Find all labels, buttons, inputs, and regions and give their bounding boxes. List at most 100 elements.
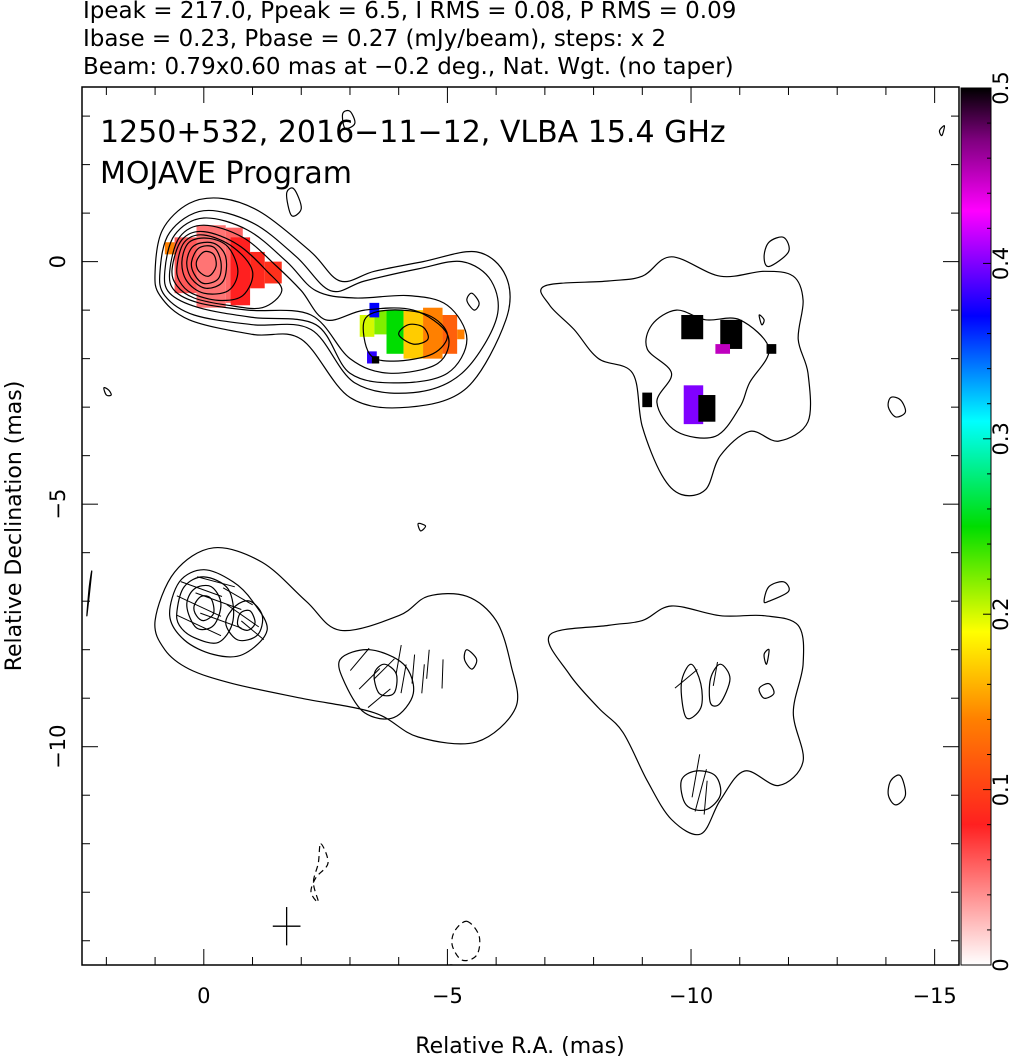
evpa-vector-23 [703,780,708,815]
x-tick-label-2: −10 [669,984,713,1008]
stokes-i-contour-11 [398,323,429,345]
source-annotation: 1250+532, 2016−11−12, VLBA 15.4 GHz [100,115,726,150]
stokes-i-contour-1 [158,209,499,394]
evpa-vector-17 [426,649,430,679]
evpa-vector-19 [674,669,698,689]
pol-contour-1 [154,547,519,745]
evpa-vector-20 [712,661,718,686]
stokes-i-contour-19 [341,109,356,130]
fpol-pixel-13 [403,310,424,359]
y-tick-label-1: −5 [46,489,70,520]
pol-contour-3 [176,576,235,644]
evpa-vector-1 [176,595,222,617]
plot-content [86,109,946,965]
pol-contour-14 [680,770,722,811]
colorbar-label-5: 0.5 [989,71,1013,104]
pol-contour-15 [758,682,775,699]
colorbar-label-2: 0.2 [989,597,1013,630]
fpol-pixel-0 [164,242,175,255]
header-line-2: Ibase = 0.23, Pbase = 0.27 (mJy/beam), s… [83,26,666,52]
header-line-1: Ipeak = 217.0, Ppeak = 6.5, I RMS = 0.08… [83,0,736,24]
program-annotation: MOJAVE Program [100,156,352,191]
fpol-pixel-5 [250,251,265,289]
colorbar-bar [960,87,992,966]
colorbar-label-1: 0.1 [989,773,1013,806]
evpa-vector-2 [176,614,222,637]
evpa-vector-10 [358,668,381,690]
evpa-vector-16 [421,664,425,694]
stokes-i-contour-6 [181,237,239,295]
stokes-i-contour-17 [887,396,907,418]
pol-contour-4 [186,584,222,631]
stokes-i-contour-7 [186,241,228,289]
evpa-vector-8 [241,620,265,641]
axis-ticks: 0 −5 −10 −15 0 −5 −10 [46,87,959,1008]
stokes-i-contour-14 [645,309,770,439]
x-tick-label-1: −5 [432,984,463,1008]
evpa-vector-21 [691,754,701,798]
stokes-i-contour-20 [103,386,112,397]
pol-contour-13 [708,663,731,707]
colorbar-label-4: 0.4 [989,247,1013,280]
header-line-3: Beam: 0.79x0.60 mas at −0.2 deg., Nat. W… [83,54,734,80]
fpol-pixel-7 [359,314,375,337]
colorbar-label-3: 0.3 [989,422,1013,455]
stokes-i-contour-12 [466,292,480,311]
evpa-vector-14 [400,664,407,694]
evpa-vector-22 [694,769,707,812]
fpol-pixel-10 [386,310,404,354]
stokes-i-contour-18 [285,187,302,217]
pol-contour-9 [373,663,398,697]
pol-contour-7 [236,609,256,631]
fpol-pixel-23 [642,392,653,408]
colorbar: 0 0.1 0.2 0.3 0.4 0.5 [960,71,1013,972]
stokes-i-contour-9 [195,250,217,277]
fpol-pixel-12 [371,356,380,364]
y-axis-label: Relative Declination (mas) [2,381,27,672]
evpa-vector-9 [349,647,370,671]
fpol-pixel-22 [698,395,716,422]
evpa-vector-13 [395,644,402,674]
evpa-vector-3 [197,576,235,588]
evpa-vector-4 [195,592,242,610]
pol-contour-10 [463,649,478,670]
plot-frame [81,86,960,966]
plot-area [86,109,946,965]
pol-contour-8 [338,649,415,720]
fpol-pixel-19 [715,344,731,354]
fpol-pixel-18 [720,319,743,349]
pol-contour-21 [448,964,455,965]
fpol-pixel-15 [442,314,458,354]
pol-contour-16 [763,648,770,665]
pol-contour-17 [763,581,790,604]
evpa-vector-12 [373,658,395,680]
stokes-i-contour-5 [176,234,254,302]
stokes-i-contour-0 [154,197,511,409]
stokes-i-contour-2 [163,217,468,384]
stokes-i-contour-8 [190,245,222,285]
evpa-vector-7 [226,604,260,628]
evpa-vector-18 [441,659,444,689]
pol-contour-11 [547,605,805,836]
pol-contour-18 [887,774,907,806]
fpol-pixel-21 [683,385,704,425]
fpol-pixel-16 [457,329,465,340]
pol-contour-20 [451,920,481,962]
y-tick-label-0: 0 [46,255,70,268]
stokes-i-contour-22 [938,125,946,137]
evpa-vector-5 [200,612,242,629]
evpa-vector-0 [180,581,223,597]
stokes-i-contour-15 [763,236,790,268]
stokes-i-contour-21 [417,522,427,532]
x-tick-label-3: −15 [912,984,956,1008]
evpa-vector-6 [222,587,253,606]
x-axis-label: Relative R.A. (mas) [415,1034,624,1059]
colorbar-label-0: 0 [989,958,1013,971]
stokes-i-contour-10 [362,309,449,362]
fpol-pixel-6 [264,261,282,284]
pol-contour-12 [680,663,703,720]
pol-contour-6 [225,600,264,642]
pol-contour-19 [310,843,329,903]
evpa-vector-11 [367,688,391,708]
